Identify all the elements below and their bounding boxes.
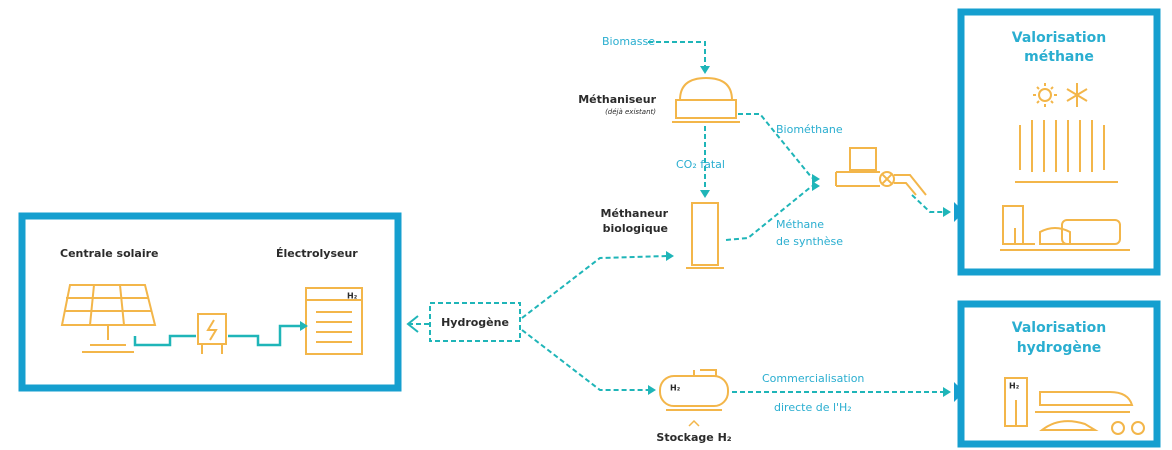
co2-label: CO₂ fatal [676, 158, 725, 171]
arrow [700, 66, 710, 74]
connector [522, 330, 650, 390]
connector [648, 42, 705, 68]
production-box [22, 216, 398, 388]
methane-uses-icon [1000, 83, 1130, 250]
hub-label: Hydrogène [441, 316, 509, 329]
biomethane-label: Biométhane [776, 123, 843, 136]
methaneur-label: Méthaneur [601, 207, 669, 220]
synthetic-label: de synthèse [776, 235, 843, 248]
biomass-label: Biomasse [602, 35, 655, 48]
hydrogen-title: hydrogène [1017, 340, 1102, 356]
connector [522, 256, 668, 318]
commercial-label: Commercialisation [762, 372, 864, 385]
methane-title: Valorisation [1012, 30, 1107, 46]
arrow [943, 387, 951, 397]
inverter-icon [198, 314, 226, 354]
power-line [135, 326, 300, 345]
methane-title: méthane [1024, 49, 1094, 65]
injection-icon [836, 148, 926, 195]
connector [726, 186, 812, 240]
digester-icon [672, 78, 740, 122]
arrow [943, 207, 951, 217]
solar-panel-icon [62, 285, 155, 352]
caret [689, 421, 699, 426]
methaniseur-label: Méthaniseur [578, 93, 656, 106]
arrow [648, 385, 656, 395]
electrolyser-tag: H₂ [347, 292, 358, 301]
methaneur-label: biologique [603, 222, 668, 235]
storage-label: Stockage H₂ [656, 431, 731, 444]
arrow [812, 181, 820, 191]
diagram: Centrale solaire Électrolyseur H₂ Hydrog… [0, 0, 1172, 450]
methaneur-icon [686, 203, 724, 268]
connector [912, 195, 945, 212]
hydrogen-uses-icon [1005, 378, 1144, 434]
arrow [700, 190, 710, 198]
methaniseur-note: (déjà existant) [605, 108, 656, 116]
hydrogen-title: Valorisation [1012, 320, 1107, 336]
arrow [666, 251, 674, 261]
commercial-label: directe de l'H₂ [774, 401, 852, 414]
solar-label: Centrale solaire [60, 247, 158, 260]
tank-tag: H₂ [670, 384, 681, 393]
synthetic-label: Méthane [776, 218, 824, 231]
electrolyser-label: Électrolyseur [276, 247, 358, 260]
pump-tag: H₂ [1009, 382, 1020, 391]
